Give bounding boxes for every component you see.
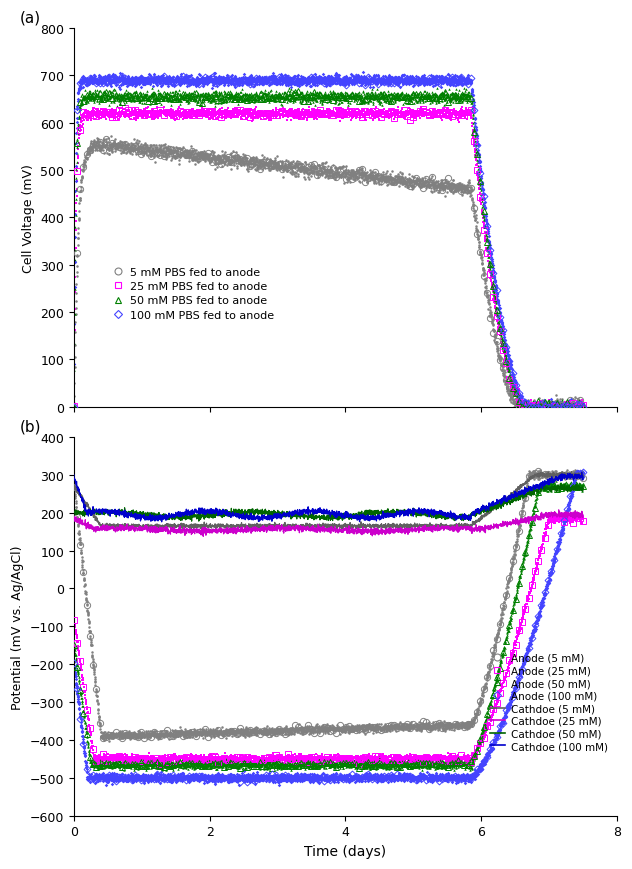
Legend: 5 mM PBS fed to anode, 25 mM PBS fed to anode, 50 mM PBS fed to anode, 100 mM PB: 5 mM PBS fed to anode, 25 mM PBS fed to … [107, 262, 279, 325]
X-axis label: Time (days): Time (days) [305, 844, 386, 858]
Text: (b): (b) [20, 419, 41, 434]
Y-axis label: Cell Voltage (mV): Cell Voltage (mV) [21, 164, 35, 273]
Y-axis label: Potential (mV vs. Ag/AgCl): Potential (mV vs. Ag/AgCl) [11, 544, 24, 709]
Text: (a): (a) [20, 10, 40, 25]
Legend: Anode (5 mM), Anode (25 mM), Anode (50 mM), Anode (100 mM), Cathdoe (5 mM), Cath: Anode (5 mM), Anode (25 mM), Anode (50 m… [485, 649, 612, 755]
